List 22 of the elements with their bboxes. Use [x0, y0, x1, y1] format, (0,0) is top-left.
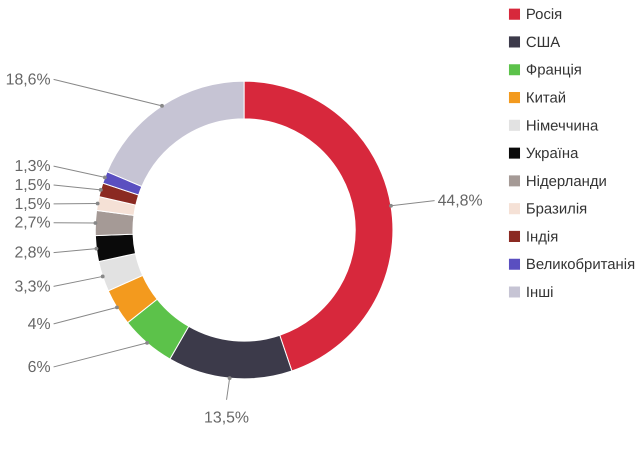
- legend-label: Німеччина: [526, 118, 599, 134]
- data-label: 13,5%: [204, 410, 250, 427]
- legend-label: Росія: [526, 7, 562, 24]
- data-label: 44,8%: [438, 192, 483, 210]
- data-label: 1,5%: [14, 176, 51, 194]
- legend-label: Україна: [526, 146, 580, 162]
- legend-label: Інші: [526, 284, 554, 301]
- legend-label: Бразилія: [526, 202, 588, 218]
- legend-label: Франція: [526, 62, 582, 79]
- data-label: 2,7%: [14, 214, 51, 232]
- data-label: 4%: [28, 316, 51, 333]
- legend-label: Китай: [526, 90, 566, 106]
- data-label: 3,3%: [14, 278, 51, 296]
- legend-label: Нідерланди: [526, 174, 607, 190]
- legend-label: Великобританія: [526, 257, 636, 274]
- data-label: 6%: [28, 358, 51, 376]
- data-label: 1,3%: [14, 158, 51, 176]
- data-label: 2,8%: [14, 244, 51, 262]
- legend-label: Індія: [526, 229, 558, 246]
- data-label: 1,5%: [14, 196, 51, 213]
- legend-label: США: [526, 34, 560, 51]
- data-label: 18,6%: [6, 71, 51, 88]
